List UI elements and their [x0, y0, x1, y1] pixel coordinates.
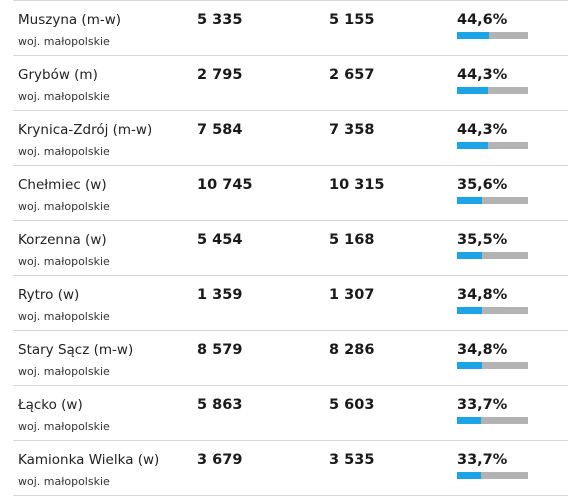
region-label: woj. małopolskie — [18, 200, 110, 213]
percent-bar-fill — [457, 252, 483, 259]
percent-bar-fill — [457, 32, 489, 39]
region-label: woj. małopolskie — [18, 255, 110, 268]
municipality-name: Korzenna (w) — [18, 232, 107, 248]
percent-value: 35,6% — [457, 177, 508, 193]
percent-value: 44,3% — [457, 67, 508, 83]
municipality-name: Łącko (w) — [18, 397, 83, 413]
value-column-1: 2 795 — [197, 67, 243, 83]
percent-bar — [457, 142, 528, 149]
municipality-name: Rytro (w) — [18, 287, 80, 303]
value-column-1: 1 359 — [197, 287, 243, 303]
percent-value: 44,3% — [457, 122, 508, 138]
value-column-1: 5 863 — [197, 397, 243, 413]
region-label: woj. małopolskie — [18, 365, 110, 378]
region-label: woj. małopolskie — [18, 35, 110, 48]
region-label: woj. małopolskie — [18, 90, 110, 103]
percent-bar — [457, 362, 528, 369]
municipality-name: Grybów (m) — [18, 67, 98, 83]
value-column-2: 7 358 — [329, 122, 375, 138]
value-column-1: 5 335 — [197, 12, 243, 28]
value-column-2: 2 657 — [329, 67, 375, 83]
region-label: woj. małopolskie — [18, 310, 110, 323]
percent-value: 33,7% — [457, 397, 508, 413]
table-row: Kamionka Wielka (w) woj. małopolskie 3 679… — [13, 441, 568, 496]
value-column-1: 8 579 — [197, 342, 243, 358]
value-column-2: 10 315 — [329, 177, 385, 193]
value-column-2: 3 535 — [329, 452, 375, 468]
table-row: Krynica-Zdrój (m-w) woj. małopolskie 7 584… — [13, 111, 568, 166]
value-column-2: 8 286 — [329, 342, 375, 358]
percent-value: 35,5% — [457, 232, 508, 248]
percent-bar — [457, 197, 528, 204]
table-row: Łącko (w) woj. małopolskie 5 863 5 603 33,7% — [13, 386, 568, 441]
percent-bar — [457, 417, 528, 424]
table-row: Korzenna (w) woj. małopolskie 5 454 5 168 35… — [13, 221, 568, 276]
percent-value: 34,8% — [457, 342, 508, 358]
table-row: Grybów (m) woj. małopolskie 2 795 2 657 44,3… — [13, 56, 568, 111]
value-column-1: 3 679 — [197, 452, 243, 468]
municipality-name: Chełmiec (w) — [18, 177, 107, 193]
region-label: woj. małopolskie — [18, 475, 110, 488]
percent-bar-fill — [457, 87, 489, 94]
percent-bar — [457, 472, 528, 479]
table-row: Muszyna (m-w) woj. małopolskie 5 335 5 155 4… — [13, 1, 568, 56]
percent-bar-fill — [457, 197, 483, 204]
value-column-2: 5 603 — [329, 397, 375, 413]
results-table: Muszyna (m-w) woj. małopolskie 5 335 5 155 4… — [13, 0, 568, 496]
table-row: Chełmiec (w) woj. małopolskie 10 745 10 315… — [13, 166, 568, 221]
percent-bar-fill — [457, 142, 489, 149]
percent-bar-fill — [457, 362, 482, 369]
municipality-name: Muszyna (m-w) — [18, 12, 122, 28]
value-column-1: 10 745 — [197, 177, 253, 193]
percent-bar — [457, 87, 528, 94]
percent-bar-fill — [457, 307, 482, 314]
region-label: woj. małopolskie — [18, 420, 110, 433]
percent-bar — [457, 307, 528, 314]
table-row: Stary Sącz (m-w) woj. małopolskie 8 579 8 2… — [13, 331, 568, 386]
percent-bar-fill — [457, 417, 481, 424]
value-column-2: 5 168 — [329, 232, 375, 248]
municipality-name: Stary Sącz (m-w) — [18, 342, 134, 358]
value-column-1: 7 584 — [197, 122, 243, 138]
municipality-name: Kamionka Wielka (w) — [18, 452, 160, 468]
percent-value: 33,7% — [457, 452, 508, 468]
municipality-name: Krynica-Zdrój (m-w) — [18, 122, 153, 138]
percent-bar-fill — [457, 472, 481, 479]
percent-value: 44,6% — [457, 12, 508, 28]
percent-value: 34,8% — [457, 287, 508, 303]
region-label: woj. małopolskie — [18, 145, 110, 158]
value-column-2: 5 155 — [329, 12, 375, 28]
percent-bar — [457, 32, 528, 39]
table-row: Rytro (w) woj. małopolskie 1 359 1 307 34,8% — [13, 276, 568, 331]
value-column-2: 1 307 — [329, 287, 375, 303]
value-column-1: 5 454 — [197, 232, 243, 248]
percent-bar — [457, 252, 528, 259]
